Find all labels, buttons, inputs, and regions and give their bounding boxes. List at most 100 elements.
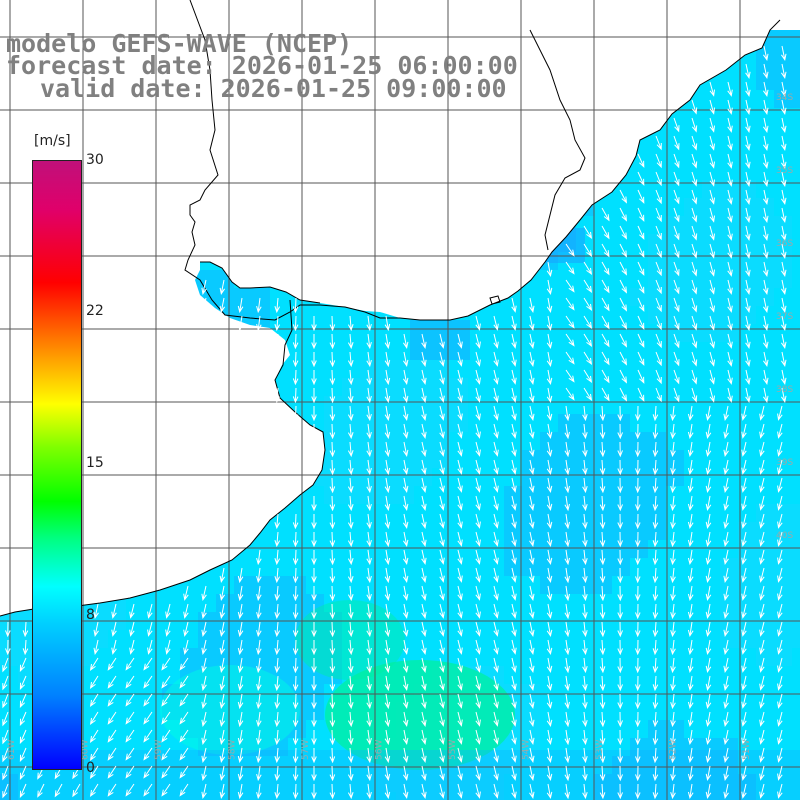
wind-arrow: [457, 477, 463, 493]
wind-arrow: [475, 729, 481, 745]
field-cell: [738, 306, 756, 324]
wind-arrow: [311, 658, 317, 674]
wind-arrow: [311, 622, 317, 638]
field-cell: [522, 720, 540, 738]
wind-arrow: [147, 621, 153, 637]
wind-arrow: [635, 513, 641, 530]
wind-arrow: [759, 639, 765, 655]
wind-arrow: [637, 387, 645, 402]
wind-arrow: [347, 621, 354, 638]
wind-arrow: [347, 531, 354, 548]
wind-arrow: [493, 585, 499, 601]
wind-arrow: [366, 315, 372, 332]
wind-arrow: [511, 441, 517, 457]
wind-arrow: [582, 765, 588, 782]
wind-arrow: [670, 675, 676, 692]
wind-arrow: [723, 603, 729, 619]
wind-arrow: [705, 531, 712, 548]
wind-arrow: [564, 531, 570, 548]
wind-arrow: [759, 531, 765, 547]
wind-arrow: [237, 315, 244, 332]
field-cell: [504, 756, 522, 774]
field-cell: [756, 648, 774, 666]
wind-arrow: [723, 783, 729, 799]
wind-arrow: [179, 747, 189, 761]
wind-arrow: [565, 261, 575, 275]
wind-arrow: [183, 585, 189, 601]
wind-arrow: [709, 369, 715, 385]
wind-arrow: [201, 693, 207, 709]
wind-arrow: [617, 585, 623, 602]
wind-arrow: [421, 423, 427, 439]
wind-arrow: [274, 765, 281, 782]
field-cell: [378, 774, 396, 792]
field-cell: [234, 666, 252, 684]
field-cell: [792, 72, 800, 90]
wind-arrow: [727, 315, 733, 331]
wind-arrow: [529, 549, 535, 565]
field-cell: [792, 558, 800, 576]
wind-arrow: [759, 585, 765, 601]
wind-arrow: [564, 567, 570, 584]
lon-label: 59W: [154, 740, 164, 760]
wind-arrow: [511, 657, 517, 673]
wind-arrow: [652, 495, 659, 512]
wind-arrow: [347, 657, 354, 674]
wind-arrow: [687, 477, 694, 494]
wind-arrow: [2, 765, 9, 781]
field-cell: [378, 450, 396, 468]
field-cell: [648, 432, 666, 450]
wind-arrow: [723, 423, 729, 439]
wind-arrow: [723, 513, 729, 529]
wind-arrow: [256, 657, 262, 674]
field-cell: [486, 756, 504, 774]
wind-arrow: [777, 675, 783, 691]
wind-arrow: [347, 477, 354, 494]
field-cell: [324, 648, 342, 666]
wind-arrow: [274, 567, 281, 584]
wind-arrow: [237, 711, 244, 728]
field-cell: [702, 306, 720, 324]
wind-arrow: [201, 783, 207, 799]
wind-arrow: [582, 747, 588, 764]
wind-arrow: [511, 603, 517, 619]
field-cell: [612, 450, 630, 468]
field-cell: [774, 216, 792, 234]
wind-arrow: [311, 334, 317, 350]
field-cell: [450, 774, 468, 792]
wind-arrow: [637, 315, 645, 330]
wind-arrow: [457, 459, 463, 475]
wind-arrow: [745, 243, 751, 259]
wind-arrow: [583, 261, 593, 275]
field-cell: [306, 648, 324, 666]
wind-arrow: [125, 747, 135, 761]
field-cell: [522, 558, 540, 576]
wind-arrow: [457, 693, 463, 709]
wind-arrow: [655, 135, 662, 151]
wind-arrow: [384, 675, 391, 692]
field-cell: [522, 540, 540, 558]
wind-arrow: [72, 783, 81, 798]
field-cell: [648, 252, 666, 270]
wind-arrow: [637, 189, 645, 204]
wind-arrow: [687, 513, 694, 530]
wind-arrow: [709, 387, 715, 403]
wind-arrow: [780, 315, 787, 331]
wind-arrow: [723, 675, 729, 691]
field-cell: [558, 558, 576, 576]
wind-arrow: [745, 315, 751, 331]
wind-arrow: [637, 171, 645, 186]
wind-arrow: [457, 621, 463, 637]
wind-arrow: [546, 567, 553, 584]
wind-arrow: [564, 459, 570, 476]
wind-arrow: [19, 747, 27, 762]
wind-arrow: [143, 675, 153, 689]
field-cell: [252, 630, 270, 648]
wind-arrow: [125, 675, 135, 689]
field-cell: [612, 504, 630, 522]
wind-arrow: [311, 748, 317, 764]
wind-arrow: [219, 747, 226, 763]
field-cell: [630, 432, 648, 450]
wind-arrow: [759, 423, 765, 439]
wind-arrow: [201, 765, 207, 781]
